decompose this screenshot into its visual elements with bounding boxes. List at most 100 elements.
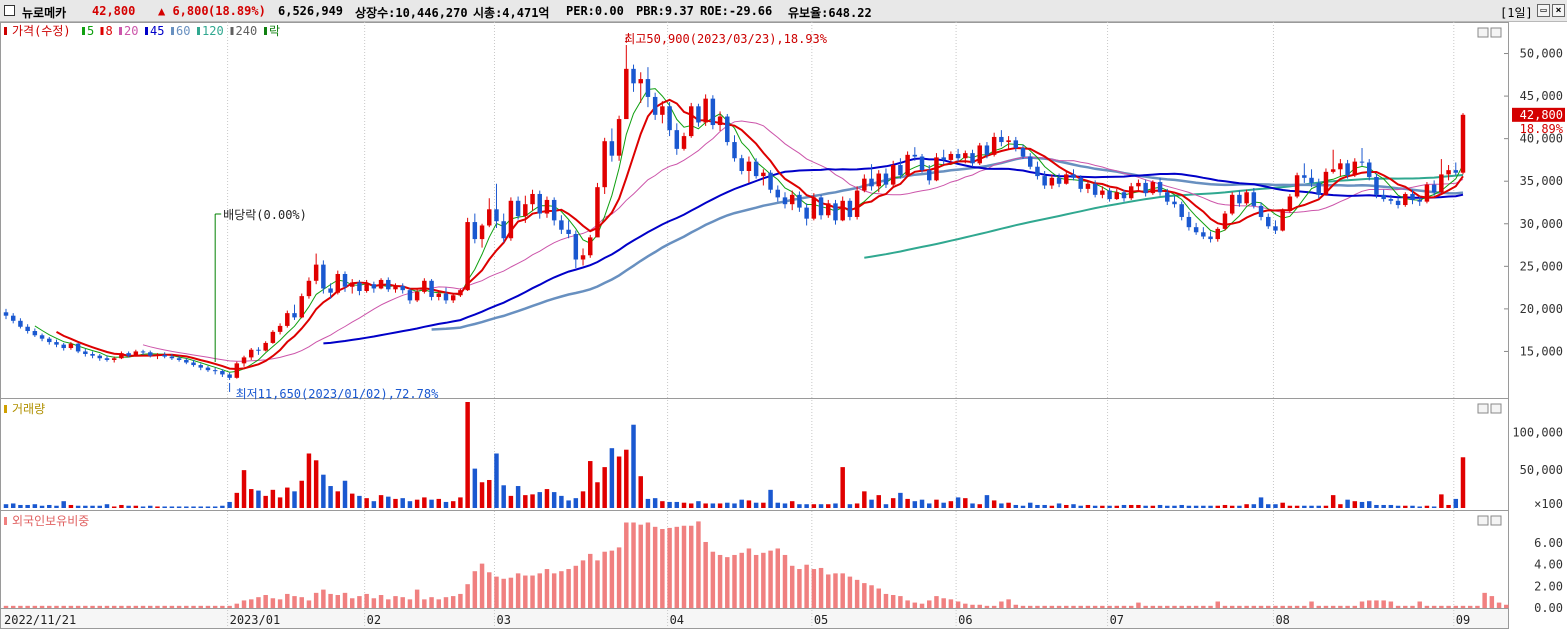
foreign-ratio-bar <box>883 593 889 608</box>
candle-body <box>999 136 1004 143</box>
candle-body <box>638 79 643 84</box>
foreign-ratio-bar <box>32 605 38 608</box>
foreign-ratio-bar <box>1071 605 1076 608</box>
candle-body <box>292 313 297 318</box>
candle-body <box>479 225 485 240</box>
foreign-ratio-bar <box>530 575 535 608</box>
volume-bar <box>1366 501 1372 508</box>
title-bar: 뉴로메카 42,800 ▲ 6,800 (18.89%) 6,526,949 상… <box>0 0 1567 22</box>
volume-bar <box>588 461 593 508</box>
candle-body <box>1258 205 1264 217</box>
candle-body <box>1114 192 1120 200</box>
listed-shares: 상장수:10,446,270 <box>355 6 468 20</box>
candle-body <box>1410 193 1415 200</box>
foreign-ratio-bar <box>1273 605 1278 608</box>
price-change-pct: (18.89%) <box>208 4 266 18</box>
legend-swatch <box>145 27 148 35</box>
period-selector[interactable]: [1일] <box>1500 6 1533 20</box>
per-value: PER:0.00 <box>566 4 624 18</box>
foreign-ratio-bar <box>955 601 961 608</box>
foreign-ratio-bar <box>1266 605 1271 608</box>
candle-body <box>1035 166 1040 177</box>
candle-body <box>1302 175 1307 178</box>
foreign-ratio-bar <box>443 597 449 608</box>
foreign-ratio-bar <box>1215 601 1220 608</box>
foreign-ratio-bar <box>169 605 175 608</box>
candle-body <box>126 353 131 356</box>
foreign-ratio-bar <box>616 547 622 608</box>
volume-bar <box>1460 457 1466 508</box>
volume-bar <box>227 501 232 508</box>
ma-120-line <box>864 174 1464 259</box>
foreign-ratio-bar <box>717 554 723 608</box>
restore-icon[interactable]: ▭ <box>1537 4 1550 17</box>
legend-foreign-label: 외국인보유비중 <box>12 514 89 528</box>
volume-bar <box>948 501 954 508</box>
foreign-ratio-bar <box>277 599 283 608</box>
date-tick-label: 02 <box>367 613 381 627</box>
foreign-ratio-bar <box>768 550 773 608</box>
volume-bar <box>1439 494 1444 508</box>
foreign-ratio-bar <box>10 605 16 608</box>
foreign-ratio-bar <box>349 598 355 608</box>
volume-bar <box>1020 505 1026 508</box>
select-checkbox[interactable] <box>4 5 15 16</box>
volume-bar <box>1215 505 1220 508</box>
foreign-ratio-bar <box>515 573 521 608</box>
volume-bar <box>927 503 932 508</box>
candle-body <box>955 153 961 159</box>
foreign-ratio-bar <box>487 572 492 608</box>
foreign-ratio-bar <box>1280 605 1285 608</box>
candle-body <box>68 343 74 349</box>
panel-close-icon <box>1490 515 1502 526</box>
candle-body <box>270 331 276 343</box>
candle-body <box>1049 177 1055 186</box>
candle-body <box>1424 184 1430 202</box>
volume-bar <box>869 499 874 508</box>
candle-body <box>847 200 853 217</box>
volume-bar <box>479 482 485 508</box>
foreign-ratio-bar <box>963 603 968 608</box>
foreign-ratio-bar <box>1006 599 1011 608</box>
foreign-ratio-bar <box>1504 604 1509 608</box>
volume-bar <box>494 453 499 508</box>
foreign-ratio-bar <box>1467 605 1473 608</box>
candle-body <box>797 194 802 208</box>
volume-bar <box>1071 504 1076 508</box>
price-y-tick-label: 40,000 <box>1520 132 1563 146</box>
volume-bar <box>1338 504 1343 508</box>
volume-bar <box>1172 505 1177 508</box>
candle-body <box>818 197 824 216</box>
volume-bar <box>854 503 860 508</box>
foreign-ratio-bar <box>638 524 643 608</box>
foreign-ratio-bar <box>1136 602 1141 608</box>
foreign-ratio-bar <box>140 605 146 608</box>
candle-body <box>941 157 946 160</box>
date-tick-label: 04 <box>670 613 684 627</box>
foreign-ratio-bar <box>155 605 160 608</box>
foreign-ratio-bar <box>1251 605 1257 608</box>
candle-body <box>1193 227 1199 233</box>
candle-body <box>1352 161 1358 176</box>
retention-ratio: 유보율:648.22 <box>788 6 872 20</box>
volume-bar <box>220 505 225 508</box>
candle-body <box>530 193 535 205</box>
candle-body <box>1056 177 1062 184</box>
candle-body <box>414 291 420 301</box>
candle-body <box>876 173 881 187</box>
volume-bar <box>198 506 203 508</box>
close-icon[interactable]: × <box>1552 4 1565 17</box>
low-annotation: 최저11,650(2023/01/02),72.78% <box>236 387 439 401</box>
foreign-ratio-bar <box>1359 601 1365 608</box>
volume-bar <box>10 503 16 508</box>
foreign-ratio-bar <box>371 598 377 608</box>
foreign-ratio-bar <box>1027 605 1033 608</box>
volume-bar <box>1309 505 1314 508</box>
candle-body <box>1027 156 1033 167</box>
candle-body <box>1403 193 1408 206</box>
foreign-ratio-bar <box>1114 605 1120 608</box>
foreign-ratio-bar <box>869 585 874 608</box>
volume-bar <box>840 467 845 508</box>
volume-value: 6,526,949 <box>278 4 344 18</box>
candle-body <box>631 68 636 84</box>
